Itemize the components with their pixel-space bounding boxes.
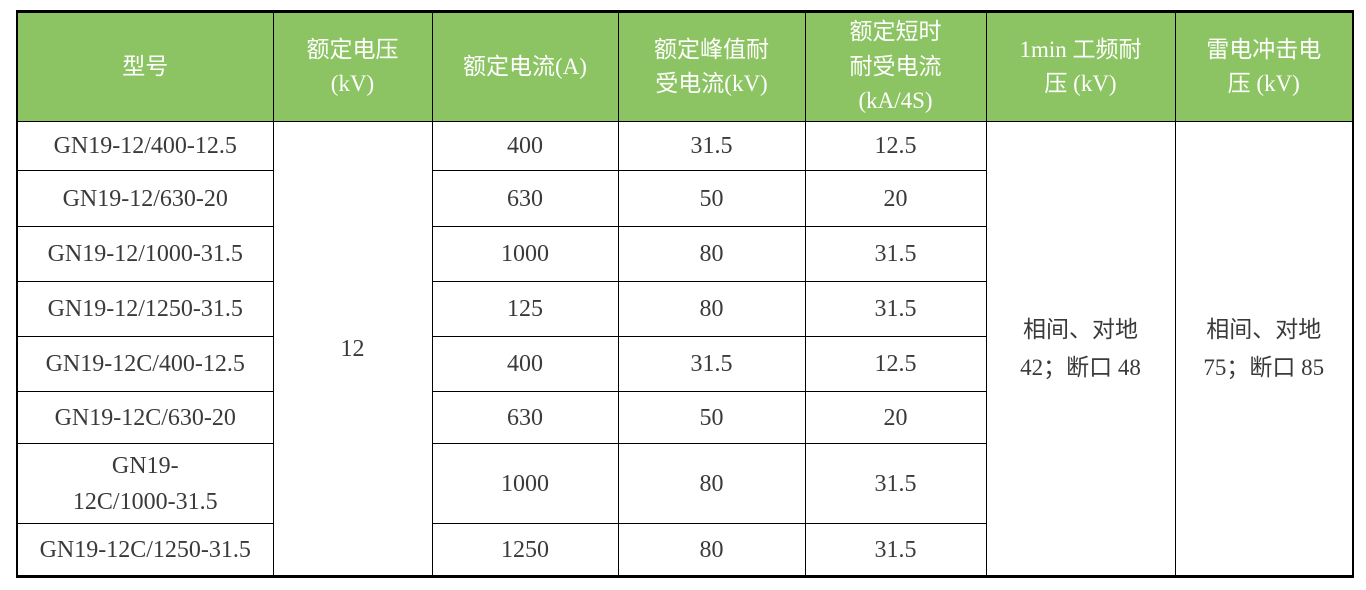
peak-withstand-cell: 31.5 [617, 336, 806, 392]
power-frequency-merged-cell: 相间、对地 42；断口 48 [985, 121, 1176, 577]
peak-withstand-cell: 31.5 [617, 121, 806, 171]
rated-voltage-merged-cell: 12 [272, 121, 433, 577]
short-time-cell: 31.5 [804, 523, 987, 577]
table-header: 型号 额定电压 (kV) 额定电流(A) 额定峰值耐 受电流(kV) 额定短时 耐受电流… [16, 11, 1354, 122]
column-header-power-frequency-voltage: 1min 工频耐 压 (kV) [985, 11, 1176, 122]
short-time-cell: 12.5 [804, 121, 987, 171]
rated-current-cell: 400 [431, 336, 619, 392]
rated-current-cell: 1000 [431, 226, 619, 282]
lightning-impulse-merged-cell: 相间、对地 75；断口 85 [1174, 121, 1354, 577]
rated-current-cell: 1250 [431, 523, 619, 577]
rated-current-cell: 400 [431, 121, 619, 171]
column-header-model: 型号 [16, 11, 274, 122]
header-row: 型号 额定电压 (kV) 额定电流(A) 额定峰值耐 受电流(kV) 额定短时 耐受电流… [16, 11, 1354, 122]
column-header-lightning-impulse-voltage: 雷电冲击电 压 (kV) [1174, 11, 1354, 122]
table-row: GN19-12/1000-31.5 1000 80 31.5 [16, 226, 1353, 282]
model-cell: GN19-12C/630-20 [16, 391, 274, 444]
table-row: GN19-12/1250-31.5 125 80 31.5 [16, 281, 1353, 337]
table-body: GN19-12/400-12.5 12 400 31.5 12.5 相间、对地 42；断口… [16, 121, 1354, 577]
peak-withstand-cell: 80 [617, 443, 806, 524]
short-time-cell: 31.5 [804, 443, 987, 524]
column-header-short-time-current: 额定短时 耐受电流 (kA/4S) [804, 11, 987, 122]
table-row: GN19-12/400-12.5 12 400 31.5 12.5 相间、对地 42；断口… [16, 121, 1354, 577]
model-cell: GN19-12/1000-31.5 [16, 226, 274, 282]
model-cell: GN19-12/400-12.5 [16, 121, 274, 171]
model-cell: GN19-12C/400-12.5 [16, 336, 274, 392]
peak-withstand-cell: 80 [617, 226, 806, 282]
short-time-cell: 12.5 [804, 336, 987, 392]
model-cell: GN19-12/1250-31.5 [16, 281, 274, 337]
column-header-peak-withstand-current: 额定峰值耐 受电流(kV) [617, 11, 806, 122]
model-cell: GN19-12/630-20 [16, 170, 274, 227]
short-time-cell: 31.5 [804, 226, 987, 282]
table-row: GN19-12C/630-20 630 50 20 [16, 391, 1353, 444]
rated-current-cell: 630 [431, 170, 619, 227]
short-time-cell: 31.5 [804, 281, 987, 337]
model-cell: GN19-12C/1250-31.5 [16, 523, 274, 577]
table-row: GN19- 12C/1000-31.5 1000 80 31.5 [16, 443, 1353, 524]
column-header-rated-voltage: 额定电压 (kV) [272, 11, 433, 122]
table-row: GN19-12/630-20 630 50 20 [16, 170, 1353, 227]
rated-current-cell: 1000 [431, 443, 619, 524]
short-time-cell: 20 [804, 391, 987, 444]
peak-withstand-cell: 50 [617, 170, 806, 227]
rated-current-cell: 630 [431, 391, 619, 444]
short-time-cell: 20 [804, 170, 987, 227]
spec-table: 型号 额定电压 (kV) 额定电流(A) 额定峰值耐 受电流(kV) 额定短时 耐受电流… [16, 10, 1354, 578]
model-cell: GN19- 12C/1000-31.5 [16, 443, 274, 524]
peak-withstand-cell: 80 [617, 523, 806, 577]
table-row: GN19-12C/1250-31.5 1250 80 31.5 [16, 523, 1353, 577]
column-header-rated-current: 额定电流(A) [431, 11, 619, 122]
rated-current-cell: 125 [431, 281, 619, 337]
peak-withstand-cell: 80 [617, 281, 806, 337]
peak-withstand-cell: 50 [617, 391, 806, 444]
